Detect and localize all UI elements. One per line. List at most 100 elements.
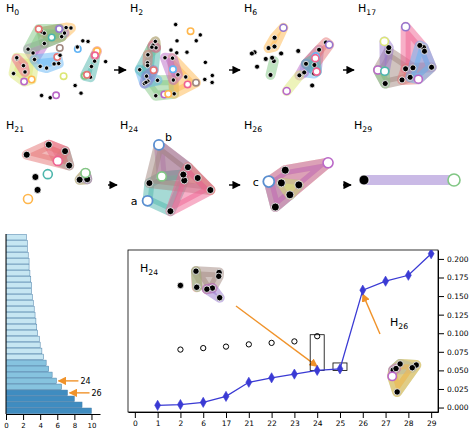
node (176, 73, 180, 77)
node (171, 78, 175, 82)
bar (6, 354, 44, 360)
node (150, 45, 154, 49)
tick-mark (438, 315, 444, 316)
bar (6, 306, 34, 312)
node (184, 164, 191, 171)
axis-line (6, 234, 7, 414)
panel-title: H2 (130, 2, 143, 17)
hypergraph (249, 24, 332, 94)
node (53, 92, 59, 98)
node (103, 59, 107, 63)
hyperedge (269, 163, 328, 207)
node (410, 65, 416, 71)
annotation: H26 (390, 316, 408, 331)
node (66, 162, 73, 169)
node (34, 186, 41, 193)
panel (11, 25, 107, 100)
tick-label: 23 (290, 419, 300, 428)
node (295, 181, 303, 189)
node (24, 194, 33, 203)
tick-mark (57, 414, 58, 420)
node (407, 74, 413, 80)
tick-label: 0 (133, 419, 138, 428)
tick: 0.175 (438, 273, 469, 282)
node (448, 174, 460, 186)
node (255, 64, 260, 69)
node (42, 41, 46, 45)
panel-title: H26 (244, 119, 262, 134)
node (150, 67, 156, 73)
tick-mark (438, 389, 444, 390)
point (246, 342, 251, 347)
tick: 4 (38, 414, 43, 430)
bar (6, 330, 38, 336)
bar (6, 300, 33, 306)
tick: 0.200 (438, 255, 469, 264)
tick: 10 (87, 414, 96, 430)
x-axis: 012617212223242526272829 (129, 412, 439, 428)
tick-mark (317, 412, 318, 418)
tick: 2 (21, 414, 25, 430)
node (81, 168, 90, 177)
tick-mark (438, 296, 444, 297)
node-label: c (253, 176, 259, 189)
node (388, 372, 396, 380)
node (157, 172, 166, 181)
annotation-arrow (236, 306, 317, 366)
node (26, 47, 30, 51)
node (62, 31, 66, 35)
node (175, 51, 179, 55)
plot-frame (128, 250, 438, 412)
point (200, 397, 206, 407)
point (360, 285, 366, 295)
hyperedge (165, 58, 178, 80)
node (154, 46, 158, 50)
tick-mark (438, 259, 444, 260)
point (315, 334, 320, 339)
panels (11, 22, 460, 214)
point (177, 399, 183, 409)
axis-line (129, 412, 439, 413)
node (23, 151, 30, 158)
bar (6, 294, 32, 300)
node (36, 26, 42, 32)
node (138, 68, 142, 72)
annotation-arrow (363, 294, 380, 334)
bar (6, 258, 29, 264)
node (177, 282, 183, 288)
bar (6, 288, 32, 294)
bar (6, 348, 42, 354)
node-label: b (165, 131, 172, 144)
tick: 27 (381, 412, 391, 428)
tick: 6 (201, 412, 206, 428)
tick: 26 (359, 412, 369, 428)
node (73, 83, 77, 87)
node (143, 196, 153, 206)
node (394, 389, 400, 395)
node (84, 72, 90, 78)
node (153, 39, 157, 43)
node (48, 34, 54, 40)
panel-arrow (114, 69, 126, 70)
tick-label: 29 (427, 419, 437, 428)
node (39, 93, 43, 97)
panel (23, 141, 91, 203)
tick-label: 6 (201, 419, 206, 428)
node (296, 48, 301, 53)
node (409, 365, 415, 371)
node (280, 24, 287, 31)
node (279, 51, 284, 56)
tick-label: 0 (4, 422, 8, 430)
node (204, 286, 210, 292)
node (163, 56, 167, 60)
node (144, 80, 148, 84)
panel (359, 174, 460, 186)
annotation: 26 (92, 389, 102, 398)
node (57, 45, 63, 51)
node (297, 73, 302, 78)
tick: 0 (133, 412, 138, 428)
inset (388, 361, 419, 395)
tick-label: 27 (381, 419, 391, 428)
hyperedge (410, 45, 431, 79)
tick: 8 (73, 414, 77, 430)
